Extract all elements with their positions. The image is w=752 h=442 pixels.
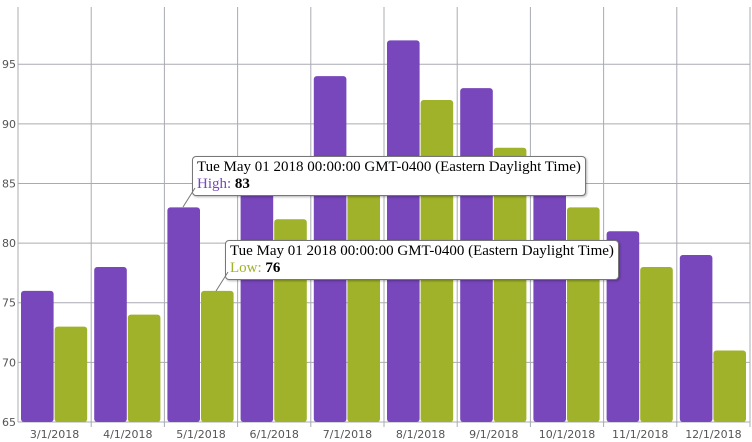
x-tick-label: 8/1/2018	[396, 428, 445, 441]
tooltip-date: Tue May 01 2018 00:00:00 GMT-0400 (Easte…	[197, 159, 581, 175]
bar-high	[21, 290, 54, 422]
tooltip-high: Tue May 01 2018 00:00:00 GMT-0400 (Easte…	[192, 156, 586, 196]
x-tick-label: 12/1/2018	[685, 428, 741, 441]
bar-low	[640, 266, 673, 422]
x-tick-label: 9/1/2018	[469, 428, 518, 441]
tooltip-series-label: Low:	[230, 260, 262, 276]
y-tick-label: 80	[2, 237, 16, 250]
x-tick-label: 6/1/2018	[249, 428, 298, 441]
bar-low	[713, 350, 746, 422]
tooltip-series-label: High:	[197, 176, 232, 192]
y-tick-label: 90	[2, 118, 16, 131]
x-tick-label: 4/1/2018	[103, 428, 152, 441]
tooltip-value: 76	[265, 260, 281, 276]
x-tick-label: 7/1/2018	[323, 428, 372, 441]
bar-low	[347, 183, 380, 422]
y-tick-label: 95	[2, 58, 16, 71]
bar-low	[54, 326, 88, 422]
tooltip-date: Tue May 01 2018 00:00:00 GMT-0400 (Easte…	[230, 243, 614, 259]
bar-low	[127, 314, 161, 422]
tooltip-low: Tue May 01 2018 00:00:00 GMT-0400 (Easte…	[225, 240, 619, 280]
bar-high	[679, 255, 713, 422]
y-tick-label: 65	[2, 416, 16, 429]
x-tick-label: 10/1/2018	[539, 428, 595, 441]
x-tick-label: 11/1/2018	[612, 428, 668, 441]
y-tick-label: 75	[2, 297, 16, 310]
bar-high	[94, 266, 127, 422]
bar-low	[201, 290, 234, 422]
y-tick-label: 70	[2, 356, 16, 369]
y-tick-label: 85	[2, 177, 16, 190]
x-tick-label: 5/1/2018	[176, 428, 225, 441]
x-tick-label: 3/1/2018	[30, 428, 79, 441]
bar-high	[167, 207, 200, 422]
bar-low	[493, 147, 527, 422]
bar-high	[240, 159, 274, 422]
bar-high	[533, 171, 566, 422]
bar-high	[387, 40, 420, 422]
tooltip-value: 83	[234, 176, 250, 192]
